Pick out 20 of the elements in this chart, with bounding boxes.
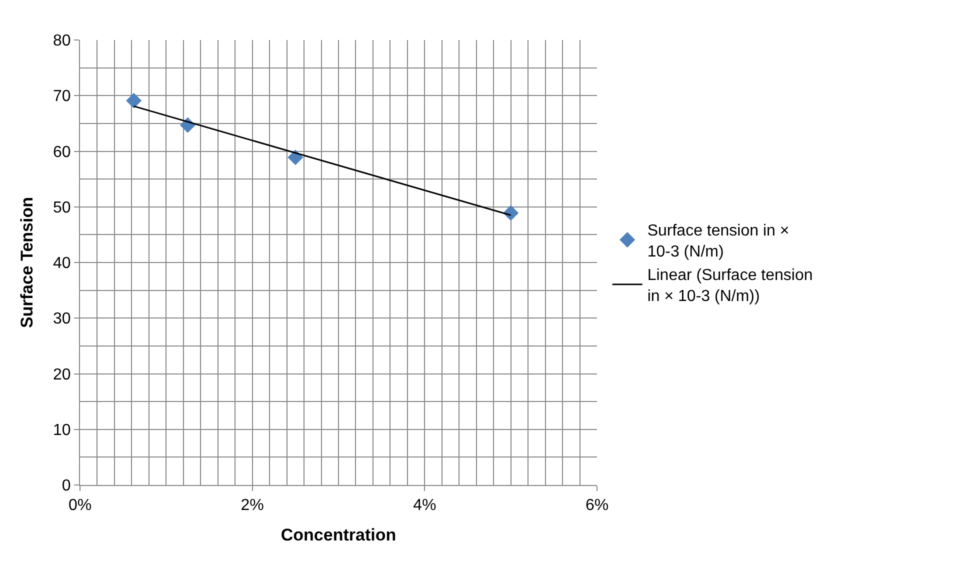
x-tick-label: 6% bbox=[585, 497, 609, 514]
x-tick-label: 0% bbox=[68, 497, 92, 514]
y-tick-label: 70 bbox=[53, 88, 71, 106]
y-tick-label: 20 bbox=[53, 366, 71, 384]
y-tick-label: 80 bbox=[53, 32, 71, 50]
y-tick-label: 60 bbox=[53, 144, 71, 161]
y-tick-label: 50 bbox=[53, 199, 71, 216]
point bbox=[288, 150, 304, 166]
x-tick-label: 4% bbox=[413, 497, 436, 514]
point bbox=[126, 92, 142, 108]
y-axis-title: Surface Tension bbox=[18, 197, 37, 328]
y-tick-label: 0 bbox=[62, 478, 71, 495]
y-tick-label: 40 bbox=[53, 255, 71, 272]
y-tick-label: 10 bbox=[53, 422, 71, 439]
point bbox=[503, 205, 519, 221]
y-tick-label: 30 bbox=[53, 310, 71, 328]
legend-label: Surface tension in × 10-3 (N/m) bbox=[647, 222, 790, 260]
x-axis-title: Concentration bbox=[280, 526, 396, 545]
legend-label: Linear (Surface tension in × 10-3 (N/m)) bbox=[647, 267, 813, 306]
x-tick-label: 2% bbox=[240, 497, 264, 514]
